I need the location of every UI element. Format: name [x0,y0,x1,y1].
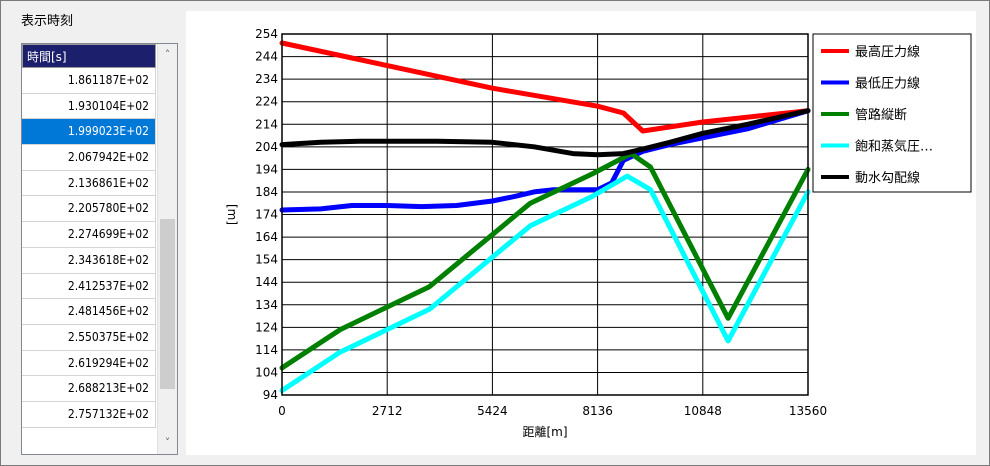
legend-label: 最高圧力線 [855,44,920,60]
list-item[interactable]: 1.861187E+02 [22,68,156,94]
y-tick-label: 114 [255,343,278,357]
x-tick-label: 5424 [477,404,508,418]
series-line [279,40,811,134]
legend-label: 動水勾配線 [855,170,920,186]
list-item[interactable]: 2.136861E+02 [22,170,156,197]
x-tick-label: 13560 [789,404,827,418]
y-tick-label: 244 [255,50,278,64]
y-tick-label: 254 [255,27,278,41]
chevron-down-icon[interactable]: ˅ [164,436,171,449]
list-scrollbar[interactable]: ˄ ˅ [157,44,177,454]
list-item[interactable]: 1.999023E+02 [22,119,156,146]
y-tick-label: 234 [255,72,278,86]
x-tick-label: 10848 [684,404,722,418]
x-tick-label: 2712 [372,404,403,418]
y-tick-label: 174 [255,208,278,222]
list-item[interactable]: 2.619294E+02 [22,350,156,377]
scroll-thumb[interactable] [160,219,175,389]
time-listbox[interactable]: 時間[s] 1.861187E+02 1.930104E+02 1.999023E+… [21,43,178,455]
list-item[interactable]: 2.274699E+02 [22,222,156,248]
y-tick-label: 184 [255,185,278,199]
list-item[interactable]: 2.343618E+02 [22,247,156,274]
x-axis-label: 距離[m] [522,425,567,439]
list-item[interactable]: 2.205780E+02 [22,196,156,223]
y-tick-label: 164 [255,230,278,244]
chart-panel: 94 104 114 124 134 144 154 164 174 184 194 204 214 22… [186,11,976,455]
y-tick-label: 104 [255,365,278,379]
legend-label: 管路縦断 [855,107,907,123]
panel-title: 表示時刻 [21,14,74,29]
list-item[interactable]: 1.930104E+02 [22,93,156,120]
list-item[interactable]: 2.067942E+02 [22,145,156,171]
list-item[interactable]: 2.757132E+02 [22,401,156,428]
y-tick-label: 144 [255,275,278,289]
list-item[interactable]: 2.481456E+02 [22,299,156,325]
list-item[interactable]: 2.412537E+02 [22,273,156,300]
series-line [279,151,811,371]
list-item[interactable]: 2.550375E+02 [22,324,156,351]
legend-label: 最低圧力線 [855,76,920,92]
x-tick-label: 0 [278,404,286,418]
y-tick-label: 194 [255,162,278,176]
list-rows: 1.861187E+02 1.930104E+02 1.999023E+02 2.06… [22,68,156,428]
series-line [279,108,811,158]
y-axis-label: [m] [225,204,239,225]
y-tick-label: 124 [255,320,278,334]
chart-series [279,40,811,393]
list-header[interactable]: 時間[s] [22,44,156,68]
chart-axes: 94 104 114 124 134 144 154 164 174 184 194 204 214 22… [225,27,827,439]
legend-label: 飽和蒸気圧… [855,139,933,155]
chevron-up-icon[interactable]: ˄ [164,48,171,61]
list-item[interactable]: 2.688213E+02 [22,376,156,402]
y-tick-label: 204 [255,140,278,154]
y-tick-label: 224 [255,95,278,109]
series-line [279,173,811,393]
y-tick-label: 214 [255,117,278,131]
y-tick-label: 94 [263,388,278,402]
y-tick-label: 154 [255,253,278,267]
plot-border [281,33,809,396]
line-chart: 94 104 114 124 134 144 154 164 174 184 194 204 214 22… [225,27,972,439]
y-tick-label: 134 [255,298,278,312]
x-tick-label: 8136 [582,404,613,418]
